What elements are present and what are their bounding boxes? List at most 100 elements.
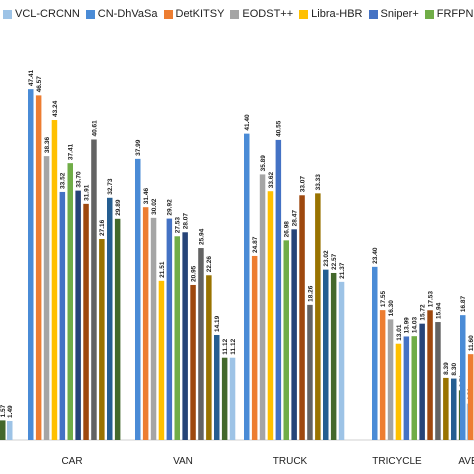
data-label: 11.60: [468, 335, 474, 351]
category-label: VAN: [173, 456, 193, 467]
data-label: 37.99: [135, 139, 142, 156]
data-label: 37.41: [68, 144, 75, 161]
data-label: 38.36: [44, 136, 51, 153]
legend-item: CN-DhVaSa: [85, 8, 158, 20]
bar: [174, 236, 180, 440]
data-label: 43.24: [52, 100, 59, 117]
bar: [451, 378, 457, 440]
bar: [427, 310, 433, 440]
legend-label: Sniper+: [380, 8, 419, 20]
data-label: 18.26: [307, 285, 314, 302]
bar: [59, 191, 66, 440]
category-label: AVE: [458, 456, 474, 467]
data-label: 13.99: [404, 317, 411, 334]
data-label: 8.30: [451, 363, 458, 376]
data-label: 30.02: [151, 198, 158, 215]
legend-swatch: [299, 9, 309, 19]
bar: [275, 139, 282, 440]
bar: [372, 266, 378, 440]
bar: [7, 420, 13, 440]
data-label: 21.51: [159, 261, 166, 278]
bar: [467, 354, 474, 440]
bar: [67, 163, 73, 441]
data-label: 33.52: [60, 172, 67, 189]
bar: [411, 336, 417, 440]
legend-item: EODST++: [230, 8, 293, 20]
data-label: 35.89: [260, 155, 267, 172]
data-label: 22.57: [331, 253, 338, 270]
bar: [315, 193, 321, 440]
legend-label: FRFPN: [436, 8, 474, 20]
data-label: 28.47: [291, 210, 298, 227]
legend-swatch: [230, 9, 240, 19]
legend-item: Libra-HBR: [299, 8, 363, 20]
data-label: 27.53: [175, 217, 182, 234]
bar: [35, 95, 42, 441]
data-label: 23.02: [323, 250, 330, 267]
bar: [0, 420, 6, 440]
data-label: 20.95: [190, 265, 197, 282]
data-label: 41.40: [244, 114, 251, 131]
bar: [283, 240, 289, 440]
bar: [221, 357, 228, 440]
data-label: 8.39: [443, 362, 450, 375]
bar: [299, 195, 305, 440]
data-label: 33.70: [75, 171, 82, 188]
legend-label: Libra-HBR: [311, 8, 363, 20]
data-label: 15.72: [419, 304, 426, 321]
bar: [135, 158, 141, 440]
data-label: 26.98: [284, 221, 291, 238]
data-label: 17.55: [380, 290, 387, 307]
legend-swatch: [85, 9, 95, 19]
bar: [229, 357, 236, 440]
data-label: 11.12: [230, 338, 237, 354]
bar: [28, 89, 34, 440]
legend-swatch: [368, 9, 378, 19]
data-label: 33.62: [268, 172, 275, 189]
legend-swatch: [163, 9, 173, 19]
data-label: 1.49: [7, 405, 14, 418]
data-label: 28.07: [182, 213, 189, 230]
bar: [114, 218, 121, 440]
legend-item: VCL-CRCNN: [3, 8, 80, 20]
bar: [198, 248, 204, 440]
data-label: 29.92: [167, 199, 174, 216]
legend-label: DetKITSY: [175, 8, 225, 20]
legend-item: FRFPN: [424, 8, 474, 20]
data-label: 40.55: [276, 120, 283, 137]
bar: [158, 280, 165, 440]
bar: [443, 377, 449, 440]
bar: [142, 207, 149, 440]
data-label: 23.40: [372, 247, 379, 264]
data-label: 32.73: [107, 178, 114, 195]
bar: [435, 322, 441, 440]
category-label: TRICYCLE: [372, 456, 422, 467]
bar: [214, 334, 220, 440]
data-label: 16.87: [460, 296, 467, 313]
data-label: 16.30: [388, 300, 395, 317]
bar: [403, 336, 410, 440]
data-label: 47.41: [28, 70, 35, 87]
bar: [43, 156, 50, 440]
legend-label: EODST++: [242, 8, 294, 20]
bar: [259, 174, 266, 440]
legend-item: Sniper+: [368, 8, 419, 20]
data-label: 15.94: [435, 302, 442, 319]
bar: [379, 310, 386, 440]
data-label: 14.03: [412, 317, 419, 334]
data-label: 24.87: [252, 236, 259, 253]
data-label: 14.19: [214, 315, 221, 332]
bar: [75, 190, 81, 440]
data-label: 11.12: [222, 338, 229, 354]
bar: [206, 275, 212, 440]
bar: [307, 304, 313, 440]
data-label: 29.89: [115, 199, 122, 216]
data-label: 46.57: [36, 76, 43, 93]
legend-label: CN-DhVaSa: [97, 8, 158, 20]
bar: [395, 343, 402, 440]
legend-label: VCL-CRCNN: [15, 8, 80, 20]
bar: [338, 281, 345, 440]
data-label: 22.26: [206, 256, 213, 273]
bar: [150, 217, 157, 440]
